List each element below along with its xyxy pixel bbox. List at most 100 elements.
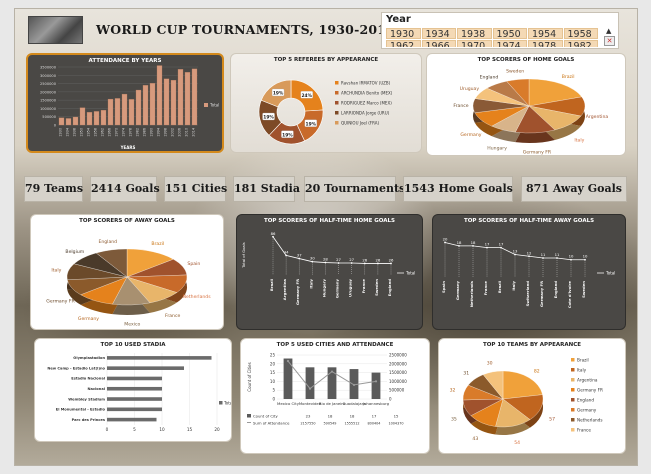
x-tick-label: 1970	[115, 128, 119, 137]
bar	[371, 372, 381, 399]
pie-label: Argentina	[586, 114, 609, 120]
y-axis-title: Count of Cities	[247, 362, 252, 391]
x-tick-label: 1954	[87, 128, 91, 137]
pie-label: 30	[487, 361, 493, 367]
x-tick-label: Switzerland	[525, 281, 530, 307]
x-tick-label: Italy	[511, 280, 516, 290]
kpi-home-goals: 1543 Home Goals	[403, 176, 513, 202]
slicer-year-1966[interactable]: 1966	[421, 40, 456, 47]
bar	[107, 98, 114, 126]
legend-swatch	[571, 408, 575, 412]
data-point	[570, 258, 572, 261]
slicer-year-1930[interactable]: 1930	[386, 28, 421, 40]
year-slicer[interactable]: Year 1930 1934 1938 1950 1954 1958 1962 1966 197…	[381, 12, 619, 49]
slicer-year-1962[interactable]: 1962	[386, 40, 421, 47]
bar	[65, 118, 72, 126]
data-label: 18	[457, 240, 462, 245]
x-tick-label: Mexico City	[277, 401, 300, 406]
y2-tick-label: 2000000	[389, 361, 407, 366]
pie-label: Uruguay	[460, 86, 480, 92]
legend-swatch	[571, 378, 575, 382]
bar	[86, 112, 93, 126]
x-tick-label: Rio de Janeiro	[319, 401, 346, 406]
legend-swatch	[335, 111, 339, 115]
y-tick-label: 0	[54, 124, 57, 128]
y-tick-label: 1500000	[40, 99, 57, 103]
bar	[107, 356, 212, 360]
data-label: 19%	[273, 91, 284, 97]
data-point	[311, 260, 314, 263]
table-cell: 1004370	[388, 421, 403, 425]
slicer-year-1938[interactable]: 1938	[457, 28, 492, 40]
data-label: 17	[485, 242, 490, 247]
pie-slice	[482, 370, 504, 400]
y-tick-label: 0	[272, 397, 275, 402]
legend-swatch	[571, 398, 575, 402]
scroll-up-icon[interactable]: ▲	[606, 27, 612, 35]
y2-tick-label: 0	[389, 397, 392, 402]
legend-swatch	[335, 121, 339, 125]
data-point	[352, 383, 356, 387]
referees-chart-panel: TOP 5 REFEREES BY APPEARANCE 24% 19% 19% 19…	[230, 53, 422, 153]
clear-filter-icon[interactable]: ✕	[604, 36, 615, 46]
y-tick-label: 1000000	[40, 107, 57, 111]
x-tick-label: Hungary	[321, 278, 326, 297]
slicer-year-1974[interactable]: 1974	[492, 40, 527, 47]
y-axis-title: Total of Goals	[241, 242, 246, 269]
data-point	[500, 246, 502, 249]
bar	[93, 111, 100, 126]
pie-slice	[502, 370, 543, 400]
pie-label: 43	[472, 436, 478, 442]
x-tick-label: 1990	[150, 128, 154, 137]
data-point	[308, 387, 312, 390]
pie-label: 82	[534, 368, 540, 374]
pie-label: Germany FR	[46, 299, 75, 305]
bar	[128, 99, 135, 126]
legend-swatch	[571, 358, 575, 362]
pie-label: Brazil	[151, 241, 164, 247]
slicer-header: Year	[386, 14, 411, 25]
slicer-year-1982[interactable]: 1982	[563, 40, 598, 47]
y-tick-label: 5	[272, 388, 275, 393]
x-tick-label: 15	[187, 427, 193, 432]
chart-title: TOP 10 TEAMS BY APPEARANCE	[482, 342, 582, 348]
pie-label: England	[480, 74, 499, 80]
x-tick-label: Germany FR	[539, 281, 544, 307]
slicer-items: 1930 1934 1938 1950 1954 1958 1962 1966 1970 1974…	[386, 28, 600, 47]
attendance-chart: 3500000 3000000 2500000 2000000 1500000 10000…	[40, 65, 219, 150]
data-label: 17	[499, 242, 504, 247]
pie-slice	[126, 248, 174, 278]
data-label: 86	[271, 231, 276, 236]
pie-slice	[528, 78, 582, 107]
data-point	[330, 370, 334, 373]
pie-label: Mexico	[124, 321, 140, 327]
slicer-scrollbar[interactable]: ▲ ✕	[604, 27, 615, 47]
x-tick-label: England	[387, 279, 392, 297]
x-tick-label: Germany FR	[295, 279, 300, 305]
legend-swatch	[571, 428, 575, 432]
data-point	[458, 245, 460, 247]
legend-label: England	[577, 397, 594, 402]
bar	[305, 367, 315, 399]
slicer-year-1958[interactable]: 1958	[563, 28, 598, 40]
slicer-year-1934[interactable]: 1934	[421, 28, 456, 40]
bar	[107, 407, 162, 412]
x-tick-label: 0	[106, 427, 109, 432]
x-tick-label: 2002	[171, 128, 175, 137]
slicer-year-1954[interactable]: 1954	[528, 28, 563, 40]
bar	[156, 65, 163, 126]
legend-label: Germany	[577, 407, 597, 412]
x-tick-label: 1938	[73, 128, 77, 137]
bar	[121, 93, 128, 126]
pie-label: 57	[549, 417, 555, 423]
y-tick-label: Olympiastadion	[73, 356, 105, 360]
slicer-year-1950[interactable]: 1950	[492, 28, 527, 40]
x-tick-label: Guadalajara	[342, 401, 365, 406]
slicer-year-1970[interactable]: 1970	[457, 40, 492, 47]
chart-title: TOP SCORERS OF HOME GOALS	[477, 57, 575, 63]
x-axis-title: YEARS	[120, 145, 136, 150]
legend-label: Ravshan IRMATOV (UZB)	[341, 80, 391, 85]
slicer-year-1978[interactable]: 1978	[528, 40, 563, 47]
x-tick-label: Cote d'Ivoire	[567, 281, 572, 309]
